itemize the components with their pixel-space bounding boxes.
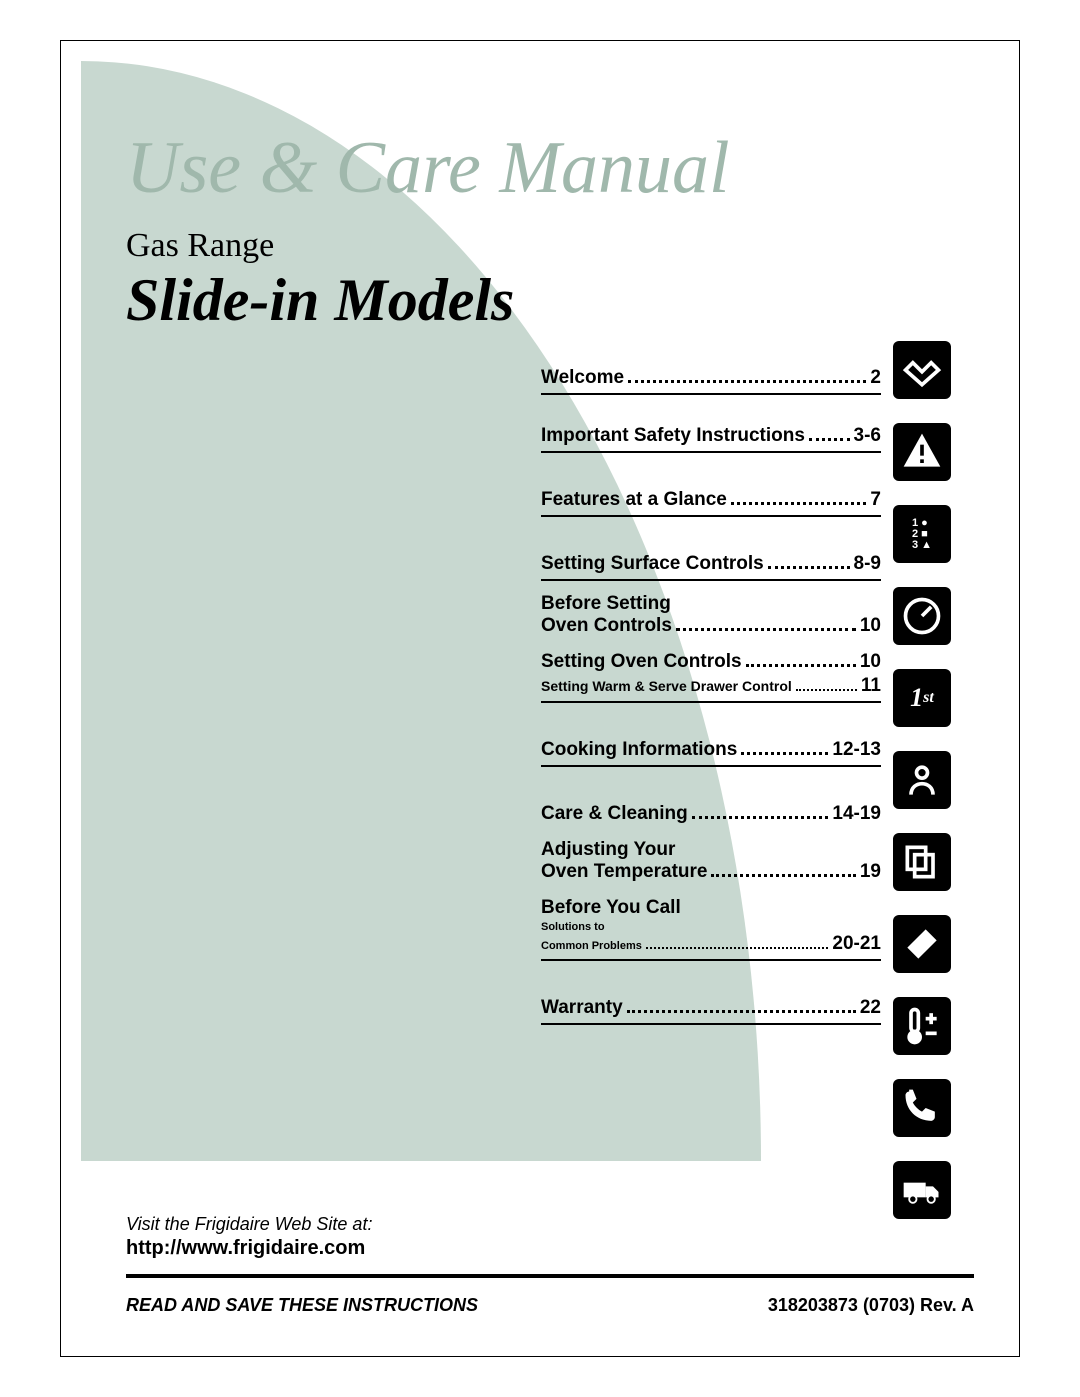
toc-page: 14-19 [832, 803, 881, 825]
toc-label: Before Setting [541, 593, 671, 615]
toc-sub-label: Setting Warm & Serve Drawer Control [541, 678, 792, 694]
toc-row: Warranty 22 [541, 961, 881, 1025]
footer-row: READ AND SAVE THESE INSTRUCTIONS 3182038… [126, 1295, 974, 1316]
numbered-list-icon: 1 ●2 ■3 ▲ [893, 505, 951, 563]
toc-label: Adjusting Your [541, 839, 675, 861]
manual-title: Use & Care Manual [126, 126, 730, 211]
toc-label: Important Safety Instructions [541, 425, 805, 447]
title-wrap: Use & Care Manual [126, 126, 730, 211]
toc-row: Care & Cleaning 14-19 [541, 767, 881, 829]
toc-dots [711, 867, 855, 877]
toc-dots [809, 431, 850, 441]
toc-sub-page: 11 [861, 675, 881, 697]
visit-text: Visit the Frigidaire Web Site at: [126, 1214, 956, 1235]
toc-dots [796, 681, 857, 691]
toc-icons-column: 1 ●2 ■3 ▲ 1st [893, 341, 953, 1243]
phone-icon [893, 1079, 951, 1137]
toc-row: Adjusting Your Oven Temperature 19 [541, 829, 881, 887]
page-frame: Use & Care Manual Gas Range Slide-in Mod… [60, 40, 1020, 1357]
toc-dots [731, 495, 867, 505]
document-number: 318203873 (0703) Rev. A [768, 1295, 974, 1316]
toc-row: Welcome 2 [541, 351, 881, 395]
website-url: http://www.frigidaire.com [126, 1237, 956, 1260]
truck-icon [893, 1161, 951, 1219]
toc-label2: Oven Temperature [541, 861, 707, 883]
cook-icon [893, 751, 951, 809]
toc-dots [627, 1003, 856, 1013]
knob-icon [893, 587, 951, 645]
toc-sub-page: 20-21 [832, 933, 881, 955]
toc-dots [676, 621, 856, 631]
read-save-text: READ AND SAVE THESE INSTRUCTIONS [126, 1295, 478, 1316]
toc-page: 12-13 [832, 739, 881, 761]
warning-icon [893, 423, 951, 481]
footer-rule [126, 1274, 974, 1278]
toc-row: Before Setting Oven Controls 10 [541, 581, 881, 641]
toc-page: 3-6 [854, 425, 881, 447]
sponge-icon [893, 915, 951, 973]
toc-label: Setting Surface Controls [541, 553, 764, 575]
first-icon: 1st [893, 669, 951, 727]
toc-dots [646, 939, 829, 949]
handshake-icon [893, 341, 951, 399]
toc-page: 19 [860, 861, 881, 883]
model-line: Slide-in Models [126, 266, 514, 335]
thermometer-icon [893, 997, 951, 1055]
toc-page: 7 [870, 489, 881, 511]
toc-page: 10 [860, 651, 881, 673]
toc-label: Warranty [541, 997, 623, 1019]
toc-row: Before You Call Solutions to Common Prob… [541, 887, 881, 961]
toc-label: Welcome [541, 367, 624, 389]
toc-row: Important Safety Instructions 3-6 [541, 395, 881, 453]
toc-page: 22 [860, 997, 881, 1019]
product-type: Gas Range [126, 227, 274, 265]
footer-block: Visit the Frigidaire Web Site at: http:/… [126, 1214, 956, 1260]
toc-dots [746, 657, 856, 667]
toc-label2: Oven Controls [541, 615, 672, 637]
toc-sub-label: Solutions to [541, 921, 605, 933]
toc-row: Features at a Glance 7 [541, 453, 881, 517]
toc-dots [768, 559, 850, 569]
toc-page: 10 [860, 615, 881, 637]
toc-sub-label2: Common Problems [541, 940, 642, 952]
toc-label: Features at a Glance [541, 489, 727, 511]
toc-label: Cooking Informations [541, 739, 737, 761]
toc-row: Setting Surface Controls 8-9 [541, 517, 881, 581]
toc-row: Setting Oven Controls 10 Setting Warm & … [541, 641, 881, 703]
toc-dots [692, 809, 829, 819]
pages-icon [893, 833, 951, 891]
toc-label: Setting Oven Controls [541, 651, 742, 673]
toc-label: Before You Call [541, 897, 681, 919]
toc-page: 2 [870, 367, 881, 389]
table-of-contents: Welcome 2 Important Safety Instructions … [541, 351, 881, 1025]
toc-row: Cooking Informations 12-13 [541, 703, 881, 767]
toc-label: Care & Cleaning [541, 803, 688, 825]
toc-page: 8-9 [854, 553, 881, 575]
toc-dots [628, 373, 866, 383]
toc-dots [741, 745, 828, 755]
